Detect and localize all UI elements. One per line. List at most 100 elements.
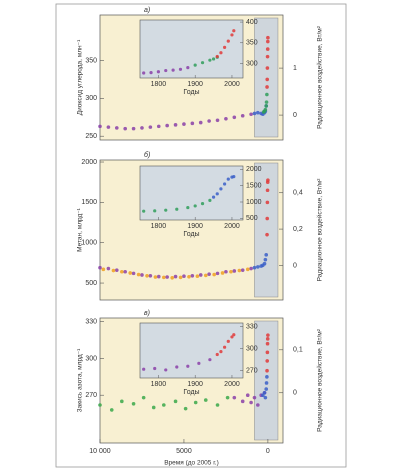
- y-tick-label: 350: [85, 57, 97, 64]
- y-tick-label: 2000: [81, 159, 97, 166]
- point: [142, 71, 146, 75]
- point: [264, 381, 269, 385]
- point: [225, 395, 230, 400]
- point: [186, 364, 190, 368]
- point: [156, 70, 160, 74]
- point: [195, 274, 200, 278]
- point: [223, 45, 227, 49]
- point: [175, 365, 179, 369]
- point: [148, 125, 153, 129]
- point: [173, 274, 178, 279]
- point: [141, 395, 146, 400]
- point: [203, 398, 208, 402]
- inset-x-tick-label: 1900: [187, 81, 203, 88]
- point: [156, 274, 161, 279]
- point: [230, 335, 234, 339]
- point: [153, 275, 158, 279]
- point: [106, 125, 111, 129]
- point: [109, 408, 114, 412]
- point: [264, 253, 269, 257]
- point: [164, 368, 168, 372]
- inset-panel: [139, 165, 244, 221]
- point: [249, 112, 253, 117]
- panel-label: в): [144, 310, 150, 317]
- point: [240, 113, 245, 118]
- point: [265, 66, 270, 70]
- point: [153, 366, 157, 371]
- point: [226, 39, 230, 43]
- point: [215, 54, 219, 59]
- point: [265, 188, 270, 193]
- point: [193, 204, 197, 208]
- point: [208, 58, 212, 62]
- point: [219, 187, 223, 191]
- point: [256, 265, 260, 269]
- y2-tick-label: 0: [293, 390, 297, 397]
- x-tick-label: 0: [266, 448, 270, 455]
- point: [186, 205, 190, 210]
- y2-tick-label: 0,1: [293, 347, 303, 354]
- point: [175, 207, 179, 211]
- point: [142, 209, 146, 213]
- point: [252, 111, 257, 116]
- point: [263, 257, 268, 262]
- point: [224, 269, 228, 274]
- y-axis-label: Метан, млрд⁻¹: [77, 207, 84, 252]
- point: [265, 337, 270, 341]
- point: [123, 126, 127, 131]
- point: [193, 63, 197, 67]
- point: [266, 39, 270, 44]
- point: [197, 361, 201, 365]
- point: [171, 68, 175, 72]
- figure-frame: [55, 3, 347, 468]
- point: [232, 175, 236, 179]
- point: [178, 275, 183, 280]
- y2-tick-label: 0,2: [293, 226, 303, 233]
- point: [148, 273, 153, 278]
- point: [264, 387, 269, 391]
- point: [140, 273, 144, 277]
- point: [114, 268, 119, 272]
- point: [140, 126, 144, 130]
- inset-y-tick-label: 300: [246, 60, 258, 67]
- point: [161, 403, 166, 407]
- point: [237, 268, 242, 273]
- inset-x-tick-label: 1900: [187, 381, 203, 388]
- inset-x-tick-label: 1800: [151, 381, 167, 388]
- point: [98, 124, 102, 129]
- point: [165, 123, 169, 128]
- point: [226, 177, 230, 181]
- point: [198, 120, 203, 125]
- point: [207, 119, 211, 123]
- y-tick-label: 330: [85, 319, 97, 326]
- x-tick-label: 10 000: [89, 448, 111, 455]
- inset-y-tick-label: 300: [246, 346, 258, 353]
- point: [266, 333, 270, 337]
- point: [232, 115, 237, 120]
- point: [145, 273, 149, 278]
- point: [164, 208, 168, 212]
- point: [232, 269, 237, 273]
- inset-x-axis-label: Годы: [183, 231, 199, 238]
- point: [142, 367, 146, 371]
- y-tick-label: 270: [85, 392, 97, 399]
- y2-axis-label: Радиационное воздействие, Вт/м²: [316, 178, 324, 282]
- point: [153, 209, 157, 213]
- point: [111, 268, 116, 273]
- point: [245, 393, 250, 398]
- inset-panel: [139, 322, 244, 379]
- point: [98, 265, 102, 270]
- y2-tick-label: 0: [293, 262, 297, 269]
- inset-y-tick-label: 500: [246, 215, 258, 222]
- point: [256, 403, 260, 407]
- point: [212, 272, 216, 277]
- point: [265, 232, 269, 237]
- point: [187, 274, 191, 279]
- point: [265, 375, 269, 379]
- point: [173, 399, 178, 404]
- point: [190, 121, 195, 126]
- zoom-region: [254, 320, 279, 441]
- point: [208, 198, 212, 202]
- inset-y-tick-label: 400: [246, 19, 258, 26]
- y2-tick-label: 0: [293, 112, 297, 119]
